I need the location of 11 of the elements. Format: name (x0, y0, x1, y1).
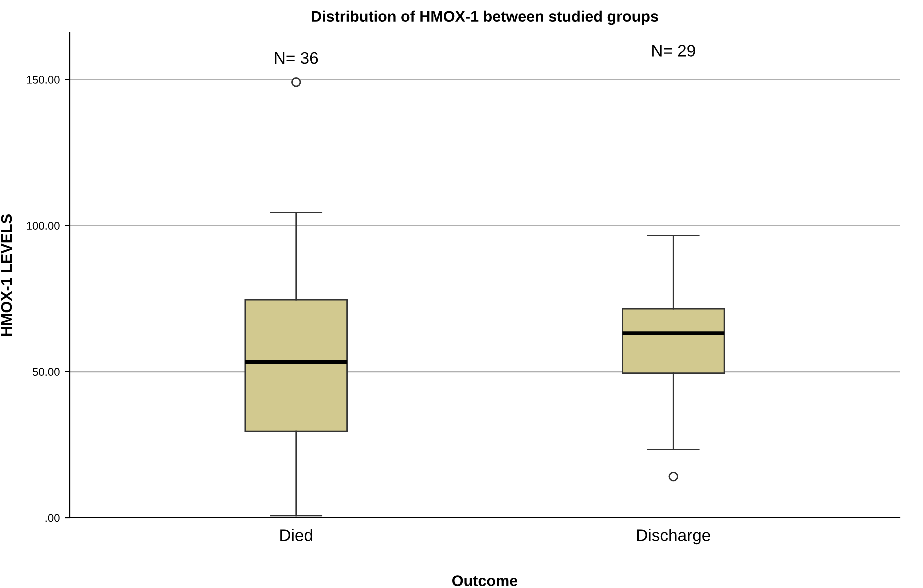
annotation: N= 36 (275, 52, 318, 64)
y-tick-label: 100.00 (27, 222, 60, 230)
y-tick-label: .00 (46, 514, 60, 522)
y-tick-label: 50.00 (32, 368, 60, 376)
annotation: N= 29 (652, 45, 696, 57)
y-axis-title: HMOX-1 LEVELS (1, 214, 12, 336)
x-tick-label: Discharge (637, 529, 710, 545)
x-axis-title: Outcome (452, 576, 518, 586)
chart-title: Distribution of HMOX-1 between studied groups (312, 10, 658, 26)
x-tick-label: Died (280, 529, 312, 542)
y-tick-label: 150.00 (27, 76, 60, 84)
